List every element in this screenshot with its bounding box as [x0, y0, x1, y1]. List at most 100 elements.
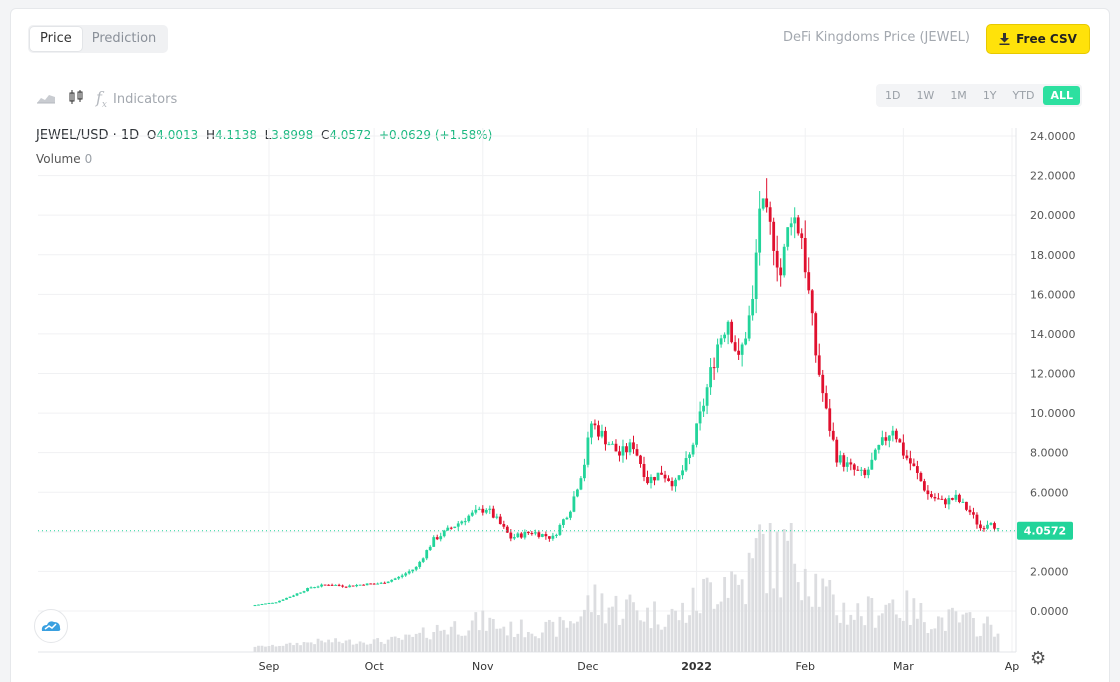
- candle-body: [891, 430, 895, 436]
- candle-body: [491, 508, 495, 518]
- candle-body: [351, 585, 355, 587]
- volume-bar: [951, 607, 954, 652]
- candle-body: [558, 525, 562, 535]
- volume-bar: [796, 582, 800, 652]
- candle-body: [509, 532, 513, 539]
- volume-bar: [674, 610, 677, 652]
- candle-body: [849, 462, 853, 465]
- volume-bar: [691, 587, 695, 652]
- volume-bar: [632, 602, 635, 652]
- candle-body: [432, 537, 436, 547]
- volume-bar: [369, 643, 373, 652]
- candle-body: [796, 217, 800, 234]
- volume-bar: [814, 573, 818, 652]
- candle-body: [579, 478, 583, 490]
- volume-bar: [460, 635, 464, 652]
- range-all[interactable]: ALL: [1043, 86, 1080, 105]
- candle-body: [912, 463, 916, 467]
- volume-bar: [866, 596, 870, 652]
- candle-body: [894, 430, 898, 440]
- open-value: 4.0013: [156, 128, 199, 142]
- volume-bar: [989, 624, 993, 652]
- volume-bar: [397, 637, 401, 652]
- candle-body: [481, 508, 485, 513]
- candle-body: [901, 442, 905, 456]
- volume-bar: [877, 615, 881, 652]
- candle-body: [334, 584, 337, 586]
- tab-prediction[interactable]: Prediction: [91, 31, 157, 46]
- volume-bar: [576, 621, 579, 652]
- volume-bar: [505, 635, 509, 652]
- volume-bar: [779, 597, 783, 652]
- volume-bar: [684, 622, 688, 652]
- candles-group: [253, 178, 1000, 652]
- volume-bar: [719, 601, 723, 652]
- volume-bar: [519, 619, 523, 652]
- time-range-selector: 1D 1W 1M 1Y YTD ALL: [875, 84, 1082, 107]
- candle-body: [884, 437, 888, 441]
- volume-bar: [561, 620, 565, 652]
- candle-body: [632, 442, 635, 450]
- volume-bar: [730, 571, 734, 652]
- volume-bar: [677, 620, 681, 652]
- candlestick-icon[interactable]: [68, 89, 84, 109]
- volume-bar: [330, 642, 334, 652]
- candle-body: [583, 464, 586, 479]
- indicators-button[interactable]: fx Indicators: [96, 88, 177, 110]
- candle-body: [744, 338, 748, 345]
- candle-body: [474, 509, 478, 513]
- candle-body: [358, 584, 362, 586]
- candle-body: [407, 571, 411, 574]
- candle-body: [758, 208, 762, 253]
- volume-bar: [716, 604, 720, 652]
- candle-body: [516, 533, 520, 538]
- volume-bar: [726, 597, 730, 652]
- range-1m[interactable]: 1M: [950, 89, 967, 102]
- volume-bar: [400, 639, 404, 652]
- candle-body: [730, 321, 734, 343]
- candle-body: [260, 604, 264, 606]
- candle-body: [614, 443, 618, 452]
- area-chart-icon[interactable]: [36, 90, 56, 108]
- volume-bar: [908, 624, 912, 652]
- candle-body: [253, 605, 257, 607]
- candle-body: [726, 321, 730, 335]
- tradingview-logo[interactable]: [34, 609, 68, 643]
- candle-body: [961, 501, 965, 503]
- volume-bar: [390, 636, 394, 652]
- volume-bar: [551, 621, 555, 652]
- volume-bar: [912, 598, 916, 652]
- volume-bar: [393, 636, 397, 652]
- free-csv-button[interactable]: Free CSV: [986, 24, 1090, 54]
- range-1y[interactable]: 1Y: [982, 89, 997, 102]
- volume-bar: [523, 637, 527, 652]
- x-tick-label: Dec: [577, 660, 598, 673]
- volume-bar: [383, 643, 387, 652]
- candle-body: [814, 313, 818, 356]
- candle-body: [355, 584, 359, 587]
- range-1w[interactable]: 1W: [916, 89, 935, 102]
- tab-price[interactable]: Price: [30, 27, 82, 51]
- volume-bar: [572, 623, 576, 652]
- volume-bar: [628, 594, 632, 652]
- candle-body: [866, 469, 870, 476]
- range-1d[interactable]: 1D: [884, 89, 901, 102]
- volume-bar: [376, 638, 380, 652]
- volume-bar: [278, 645, 281, 652]
- x-tick-label: Oct: [365, 660, 385, 673]
- volume-bar: [257, 645, 260, 652]
- volume-bar: [586, 595, 590, 652]
- volume-bar: [597, 615, 600, 652]
- volume-bar: [526, 632, 530, 652]
- y-tick-label: 0.0000: [1030, 605, 1069, 618]
- last-price-label: 4.0572: [1024, 525, 1066, 538]
- volume-bar: [747, 552, 751, 652]
- candle-body: [642, 463, 646, 478]
- gear-icon[interactable]: ⚙: [1030, 648, 1047, 669]
- volume-bar: [884, 604, 888, 652]
- x-tick-label: 2022: [681, 660, 712, 673]
- range-ytd[interactable]: YTD: [1012, 89, 1035, 102]
- candle-body: [569, 511, 572, 518]
- volume-bar: [667, 614, 670, 652]
